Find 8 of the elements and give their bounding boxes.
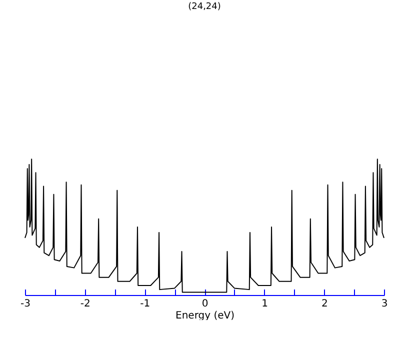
x-tick-label: 1: [262, 298, 268, 310]
x-tick-label: 2: [321, 298, 328, 310]
x-tick-label: 0: [202, 298, 208, 310]
chart-title: (24,24): [188, 2, 221, 12]
x-tick-label: 3: [381, 298, 388, 310]
x-tick-label: -3: [20, 298, 30, 310]
x-tick-label: -1: [140, 298, 150, 310]
x-tick-label: -2: [80, 298, 90, 310]
